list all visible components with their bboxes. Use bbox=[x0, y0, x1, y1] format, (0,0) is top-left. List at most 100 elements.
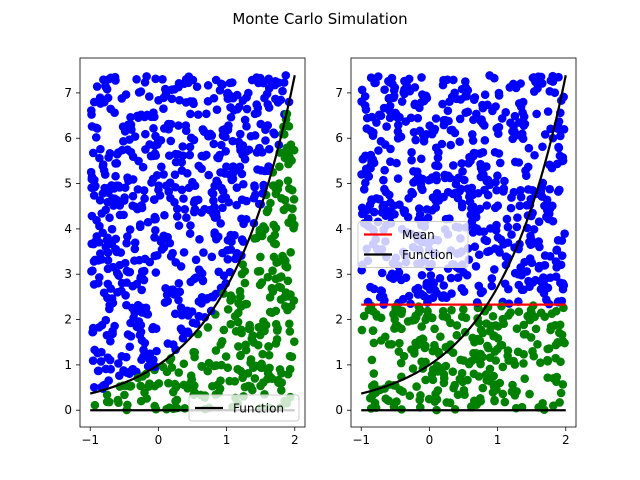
left-sample-point bbox=[133, 204, 142, 214]
left-sample-point bbox=[281, 261, 290, 271]
right-sample-point bbox=[389, 201, 398, 211]
left-sample-point bbox=[199, 248, 208, 257]
right-sample-point bbox=[399, 206, 408, 215]
right-sample-point bbox=[538, 398, 547, 408]
right-sample-point bbox=[506, 308, 515, 317]
left-sample-point bbox=[140, 338, 150, 348]
right-sample-point bbox=[517, 285, 527, 295]
right-sample-point bbox=[504, 284, 513, 294]
left-sample-point bbox=[236, 292, 245, 301]
right-sample-point bbox=[543, 107, 553, 116]
right-sample-point bbox=[384, 190, 394, 200]
left-sample-point bbox=[111, 171, 120, 181]
right-sample-point bbox=[449, 75, 458, 85]
right-sample-point bbox=[366, 404, 376, 413]
right-sample-point bbox=[503, 222, 513, 232]
left-sample-point bbox=[190, 196, 200, 205]
right-sample-point bbox=[492, 185, 501, 195]
left-sample-point bbox=[165, 238, 175, 248]
left-sample-point bbox=[264, 350, 274, 360]
left-sample-point bbox=[159, 170, 168, 179]
left-sample-point bbox=[225, 376, 234, 386]
left-sample-point bbox=[235, 162, 245, 172]
right-sample-point bbox=[446, 273, 456, 283]
right-sample-point bbox=[426, 175, 435, 184]
left-sample-point bbox=[152, 346, 161, 356]
right-sample-point bbox=[421, 130, 431, 139]
right-sample-point bbox=[368, 128, 378, 137]
right-sample-point bbox=[457, 159, 467, 168]
left-sample-point bbox=[278, 86, 287, 96]
left-sample-point bbox=[253, 267, 263, 276]
right-sample-point bbox=[433, 386, 443, 395]
right-sample-point bbox=[433, 161, 443, 171]
right-sample-point bbox=[455, 114, 465, 124]
left-sample-point bbox=[240, 266, 250, 276]
left-sample-point bbox=[253, 165, 262, 174]
left-sample-point bbox=[145, 92, 154, 101]
left-sample-point bbox=[104, 74, 114, 84]
right-sample-point bbox=[507, 230, 516, 239]
left-sample-point bbox=[123, 232, 132, 241]
right-sample-point bbox=[359, 185, 369, 194]
right-sample-point bbox=[481, 370, 491, 379]
right-sample-point bbox=[507, 193, 516, 202]
left-sample-point bbox=[210, 202, 219, 212]
right-x-tick-label: 0 bbox=[426, 433, 434, 447]
right-y-tick-label: 4 bbox=[335, 222, 343, 236]
left-sample-point bbox=[238, 96, 248, 105]
left-sample-point bbox=[186, 133, 196, 143]
left-sample-point bbox=[285, 327, 295, 336]
right-sample-point bbox=[410, 100, 420, 110]
left-sample-point bbox=[153, 140, 162, 149]
right-sample-point bbox=[552, 263, 561, 272]
right-y-tick-label: 3 bbox=[335, 267, 343, 281]
left-sample-point bbox=[189, 381, 199, 390]
right-sample-point bbox=[439, 378, 449, 388]
left-x-tick-label: 2 bbox=[291, 433, 299, 447]
left-sample-point bbox=[238, 150, 247, 159]
left-sample-point bbox=[226, 112, 236, 122]
right-sample-point bbox=[540, 130, 550, 139]
right-sample-point bbox=[531, 77, 540, 87]
left-sample-point bbox=[283, 276, 293, 286]
left-sample-point bbox=[121, 291, 130, 300]
left-sample-point bbox=[134, 317, 144, 326]
left-sample-point bbox=[123, 400, 132, 410]
right-sample-point bbox=[357, 85, 367, 95]
right-legend-box bbox=[357, 221, 469, 268]
right-sample-point bbox=[479, 227, 489, 236]
left-sample-point bbox=[99, 166, 109, 175]
left-sample-point bbox=[183, 306, 192, 316]
right-sample-point bbox=[389, 274, 398, 283]
right-sample-point bbox=[458, 167, 467, 176]
left-sample-point bbox=[223, 235, 233, 245]
left-sample-point bbox=[139, 345, 148, 355]
left-sample-point bbox=[140, 78, 150, 87]
left-sample-point bbox=[148, 322, 158, 332]
left-sample-point bbox=[285, 364, 295, 374]
right-sample-point bbox=[380, 85, 389, 94]
right-sample-point bbox=[499, 240, 508, 249]
left-sample-point bbox=[264, 84, 274, 93]
right-sample-point bbox=[390, 209, 399, 219]
right-sample-point bbox=[455, 137, 464, 146]
right-sample-point bbox=[408, 364, 418, 373]
left-sample-point bbox=[264, 144, 274, 154]
left-sample-point bbox=[114, 398, 123, 408]
left-sample-point bbox=[216, 168, 225, 177]
right-sample-point bbox=[386, 144, 395, 154]
left-sample-point bbox=[139, 186, 149, 195]
left-sample-point bbox=[240, 278, 250, 288]
left-sample-point bbox=[130, 244, 140, 254]
right-sample-point bbox=[498, 362, 508, 372]
right-sample-point bbox=[408, 316, 417, 325]
left-y-tick-label: 2 bbox=[64, 313, 72, 327]
right-sample-point bbox=[516, 79, 525, 88]
left-sample-point bbox=[241, 345, 251, 355]
left-sample-point bbox=[221, 352, 231, 361]
left-sample-point bbox=[151, 268, 161, 277]
left-sample-point bbox=[154, 185, 163, 195]
right-sample-point bbox=[369, 369, 379, 378]
left-sample-point bbox=[211, 346, 221, 355]
